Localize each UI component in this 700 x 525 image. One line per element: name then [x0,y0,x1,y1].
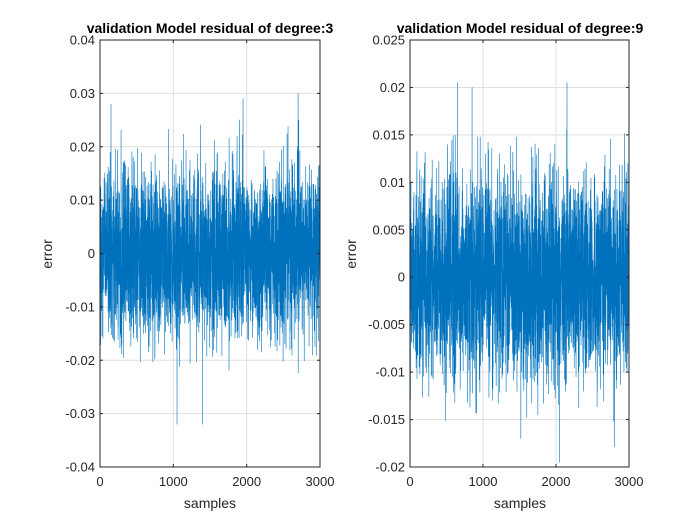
y-tick-label: 0.03 [70,86,95,101]
y-tick-label: 0.04 [70,33,95,48]
y-tick-label: 0 [398,270,405,285]
x-axis-label: samples [494,495,546,511]
y-tick-label: 0.025 [372,33,405,48]
y-tick-label: -0.02 [65,353,95,368]
y-tick-label: -0.02 [375,460,405,475]
y-tick-label: -0.03 [65,406,95,421]
y-axis-label: error [39,239,55,269]
x-tick-label: 2000 [542,474,571,489]
y-tick-label: 0.02 [380,80,405,95]
y-tick-label: 0 [88,246,95,261]
y-axis-label: error [343,239,359,269]
y-tick-label: 0.01 [70,193,95,208]
y-tick-label: 0.015 [372,127,405,142]
x-tick-label: 1000 [159,474,188,489]
x-axis-label: samples [184,495,236,511]
x-tick-label: 3000 [615,474,644,489]
x-tick-label: 0 [406,474,413,489]
subplot-left: validation Model residual of degree:3 0 1… [39,20,334,511]
subplot-right: validation Model residual of degree:9 0 1… [343,20,644,511]
y-tick-label: 0.01 [380,175,405,190]
series-layer [409,82,630,463]
x-tick-label: 1000 [469,474,498,489]
ticks: 0 1000 2000 30000.0250.020.0150.010.0050-0.… [368,33,643,490]
axes-box [409,39,630,468]
y-tick-label: 0.02 [70,139,95,154]
y-tick-label: -0.005 [368,317,405,332]
ticks: 0 1000 2000 3000 0.04 0.03 0.02 0.01 0 -0.01 -0.02… [65,33,334,490]
y-tick-label: 0.005 [372,222,405,237]
y-tick-label: -0.04 [65,460,95,475]
series-layer [99,93,321,425]
y-tick-label: -0.015 [368,412,405,427]
x-tick-label: 2000 [232,474,261,489]
plot-title: validation Model residual of degree:9 [397,20,644,36]
plot-title: validation Model residual of degree:3 [87,20,334,36]
x-tick-label: 3000 [306,474,335,489]
y-tick-label: -0.01 [65,299,95,314]
residual-series-line [99,93,321,425]
y-tick-label: -0.01 [375,365,405,380]
residual-series-line [409,82,630,463]
x-tick-label: 0 [96,474,103,489]
